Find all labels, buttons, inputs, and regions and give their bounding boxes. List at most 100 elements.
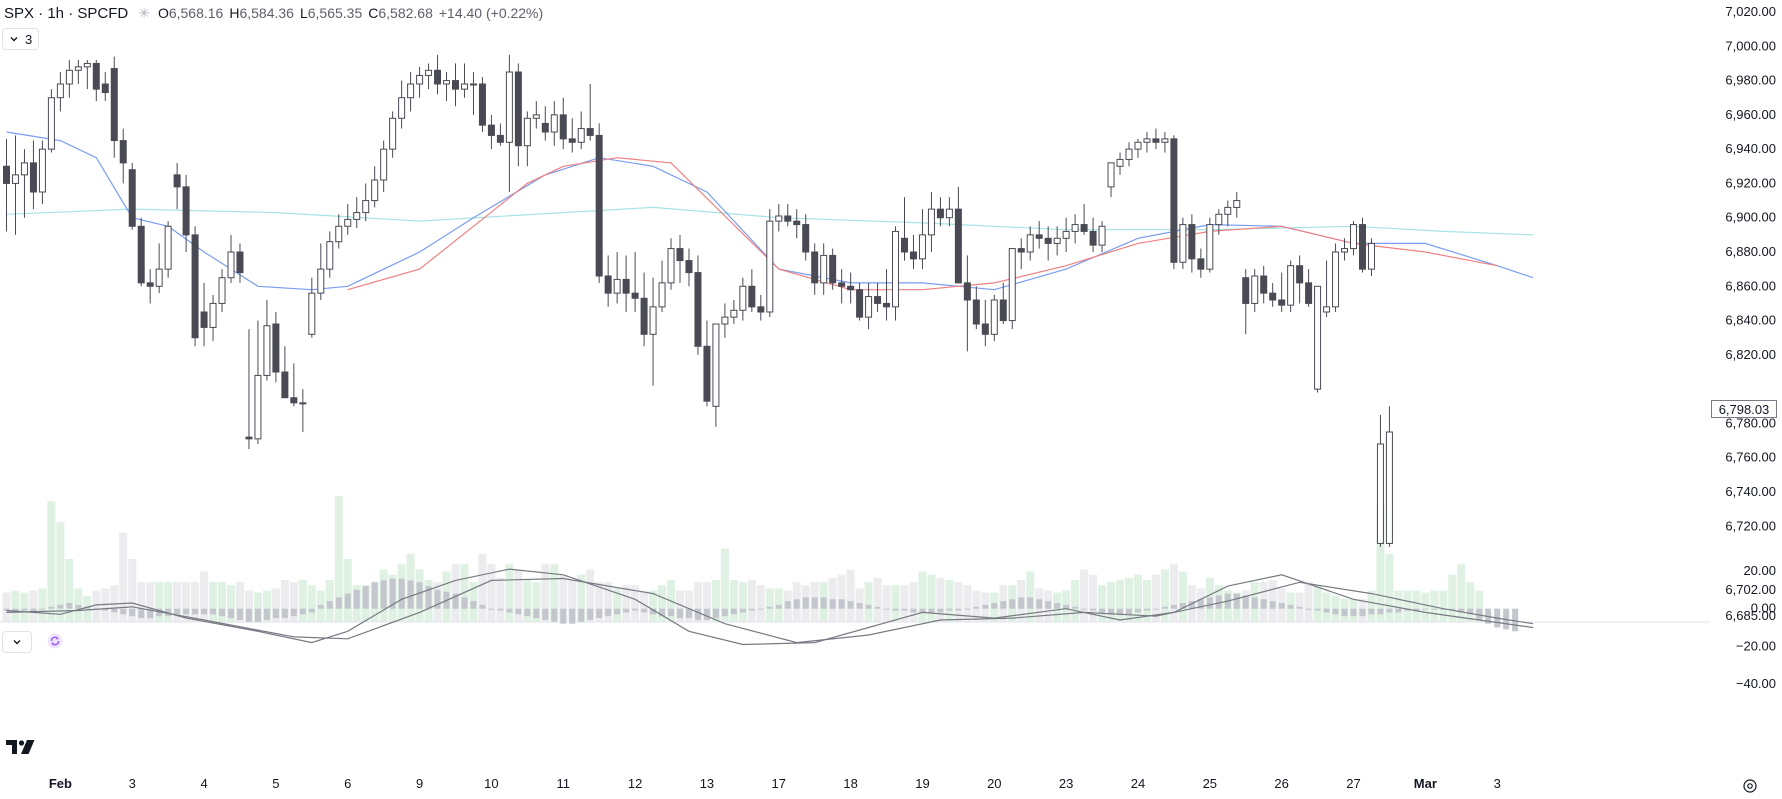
candle-body: [209, 302, 217, 328]
symbol-label[interactable]: SPX · 1h · SPCFD: [4, 4, 129, 22]
candle: [1296, 255, 1304, 304]
candle: [496, 123, 504, 146]
macd-histogram-bar: [1179, 603, 1186, 609]
volume-bar: [460, 564, 469, 622]
candlesticks: [3, 54, 1393, 547]
candle-body: [353, 212, 361, 220]
macd-histogram-bar: [991, 603, 998, 609]
candle: [389, 111, 397, 158]
candle: [47, 89, 55, 153]
candle-body: [1242, 277, 1250, 304]
candle: [550, 101, 558, 146]
candle-body: [110, 68, 118, 142]
macd-histogram-bar: [30, 608, 37, 613]
candle: [1080, 204, 1088, 235]
candle-body: [667, 248, 675, 284]
candle: [757, 294, 765, 321]
macd-histogram-bar: [578, 608, 585, 622]
volume-bar: [38, 588, 47, 622]
candle-body: [1197, 258, 1205, 270]
macd-axis[interactable]: 20.00 0.00 −20.00 −40.00: [1736, 563, 1776, 691]
macd-histogram-bar: [1386, 608, 1393, 613]
time-tick-label: 24: [1131, 776, 1145, 791]
volume-bar: [864, 582, 873, 622]
candle-body: [730, 309, 738, 318]
candle-body: [918, 234, 926, 260]
macd-histogram-bar: [847, 601, 854, 609]
candle-body: [452, 80, 459, 90]
candle: [990, 294, 998, 342]
volume-bar: [1178, 571, 1187, 622]
macd-histogram-bar: [57, 604, 64, 609]
macd-histogram-bar: [596, 608, 603, 619]
indicators-toggle-button[interactable]: 3: [2, 28, 40, 50]
candle-body: [981, 323, 989, 335]
volume-bar: [640, 590, 649, 622]
price-tick-label: 6,940.00: [1725, 141, 1776, 156]
candle: [272, 312, 280, 383]
macd-histogram-bar: [874, 606, 881, 609]
candle: [972, 286, 980, 330]
candle-body: [416, 74, 424, 85]
macd-histogram-bar: [201, 608, 208, 615]
tradingview-logo-icon[interactable]: [6, 738, 36, 761]
volume-bar: [1304, 582, 1313, 622]
candle-body: [945, 208, 953, 219]
macd-histogram-bar: [317, 604, 324, 609]
macd-histogram-bar: [946, 608, 953, 611]
macd-histogram-bar: [479, 604, 486, 609]
candle-body: [119, 140, 127, 164]
candle-body: [407, 83, 415, 99]
candle-body: [1098, 225, 1106, 246]
candle: [577, 111, 585, 150]
candle-body: [56, 83, 64, 99]
macd-histogram-bar: [955, 608, 962, 611]
candle: [1206, 217, 1214, 273]
candle-body: [1134, 141, 1142, 150]
refresh-icon[interactable]: [46, 632, 64, 650]
volume-bar: [729, 580, 738, 622]
indicator-count: 3: [25, 31, 33, 47]
settings-icon[interactable]: [1742, 778, 1758, 794]
candle: [1098, 221, 1106, 252]
candle-body: [847, 285, 855, 291]
candle-body: [460, 83, 468, 90]
volume-bar: [155, 582, 164, 622]
volume-bar: [271, 588, 280, 622]
candle-body: [478, 83, 486, 126]
candle-body: [1188, 224, 1196, 260]
candle-body: [1314, 285, 1322, 390]
time-tick-label: 11: [557, 776, 571, 791]
volume-bar: [1475, 590, 1484, 622]
candle-body: [739, 285, 747, 311]
candle-body: [1367, 242, 1375, 270]
candle: [83, 60, 91, 90]
candle-body: [972, 299, 980, 325]
candle-body: [721, 316, 729, 325]
time-axis[interactable]: Feb 3 4 5 6 9 10 11 12 13 17 18 19 20 23 24 25 26 27 Mar 3: [49, 776, 1501, 791]
high-value: 6,584.36: [239, 5, 294, 21]
candle: [1071, 214, 1079, 244]
price-axis[interactable]: 7,020.00 7,000.00 6,980.00 6,960.00 6,940.00…: [1725, 4, 1776, 623]
macd-histogram-bar: [515, 608, 522, 615]
macd-histogram-bar: [1305, 608, 1312, 610]
volume-bar: [837, 574, 846, 622]
candle: [847, 272, 855, 304]
candle-body: [227, 251, 235, 279]
candle: [703, 320, 711, 407]
candle-body: [83, 62, 91, 68]
candle-body: [380, 148, 388, 181]
candle-body: [712, 323, 720, 407]
volume-bar: [1403, 590, 1412, 622]
volume-bar: [92, 590, 101, 622]
candle-body: [443, 80, 451, 85]
macd-histogram-bar: [1476, 608, 1483, 620]
candle-body: [101, 83, 109, 94]
macd-collapse-button[interactable]: [2, 631, 32, 653]
macd-histogram-bar: [1314, 608, 1321, 611]
macd-histogram-bar: [1233, 593, 1240, 609]
macd-histogram-bar: [1126, 608, 1132, 615]
macd-histogram-bar: [1206, 597, 1213, 609]
candle-body: [1071, 224, 1079, 232]
